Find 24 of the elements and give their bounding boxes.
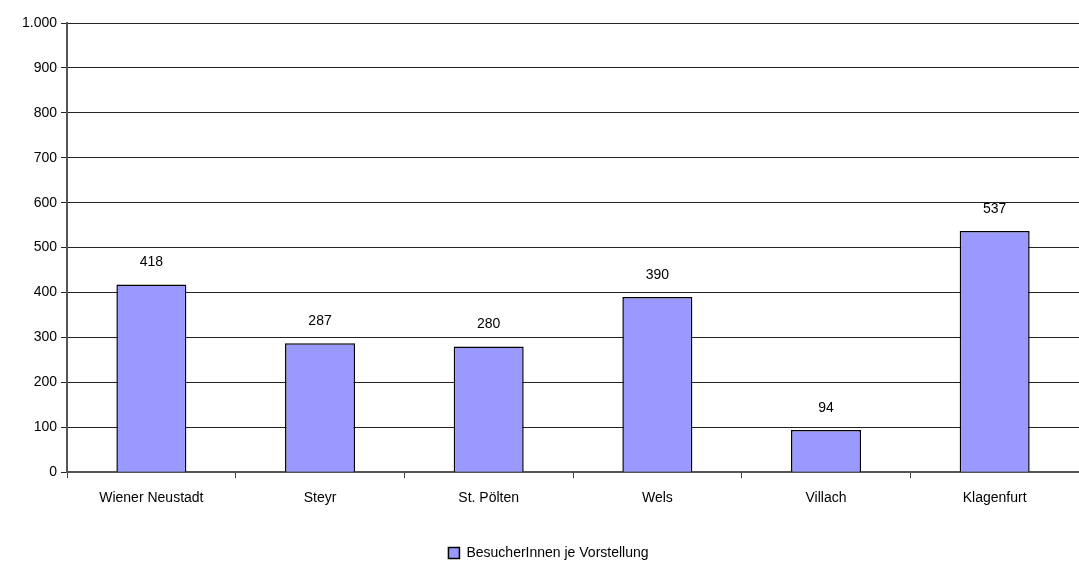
x-tick-label: St. Pölten (458, 489, 520, 506)
legend-label: BesucherInnen je Vorstellung (466, 543, 649, 560)
y-tick-label: 1.000 (21, 13, 58, 30)
data-label: 280 (477, 315, 501, 332)
y-tick-label: 400 (33, 283, 58, 300)
data-label: 390 (645, 265, 670, 282)
y-tick-label: 600 (33, 193, 58, 210)
data-label: 94 (818, 398, 835, 415)
data-label: 537 (982, 199, 1007, 216)
y-tick-label: 500 (33, 238, 58, 255)
x-tick-label: Steyr (303, 489, 337, 506)
x-tick-label: Wiener Neustadt (99, 489, 204, 506)
y-tick-label: 900 (33, 58, 58, 75)
y-tick-label: 700 (33, 148, 58, 165)
y-tick-label: 300 (33, 328, 58, 345)
data-label: 287 (308, 312, 332, 329)
y-tick-label: 100 (33, 418, 58, 435)
y-tick-label: 800 (33, 103, 58, 120)
data-label: 418 (139, 253, 164, 270)
x-tick-label: Villach (805, 489, 847, 506)
x-tick-label: Wels (641, 489, 673, 506)
x-tick-label: Klagenfurt (962, 489, 1027, 506)
y-tick-label: 0 (49, 463, 58, 480)
y-tick-label: 200 (33, 373, 58, 390)
